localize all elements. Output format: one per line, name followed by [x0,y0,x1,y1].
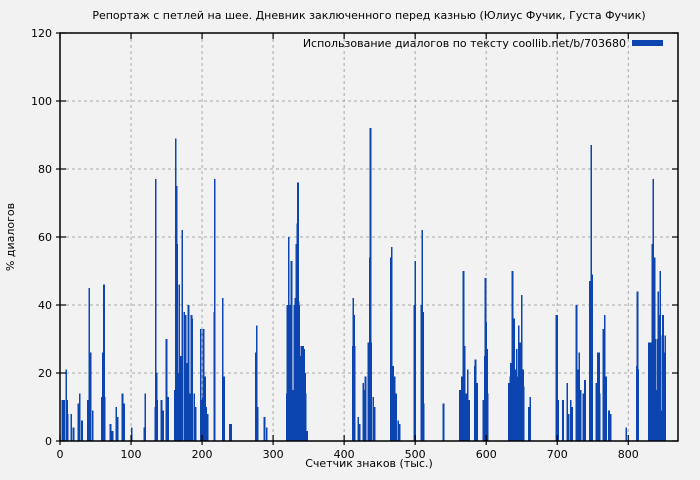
x-tick-label: 300 [263,448,284,461]
x-tick-label: 100 [121,448,142,461]
chart-title: Репортаж с петлей на шее. Дневник заключ… [92,9,645,22]
axis-ticks [56,32,678,445]
y-tick-label: 40 [38,299,52,312]
x-tick-label: 800 [618,448,639,461]
x-tick-label: 600 [476,448,497,461]
y-tick-label: 100 [31,95,52,108]
x-tick-label: 500 [405,448,426,461]
legend-swatch [632,40,663,46]
axis-tick-labels: 0 100 200 300 400 500 600 700 800 0 20 40 60 80 100 120 [31,27,639,461]
x-tick-label: 0 [57,448,64,461]
y-axis-label: % диалогов [4,203,17,271]
x-tick-label: 700 [547,448,568,461]
y-tick-label: 60 [38,231,52,244]
bars [61,128,667,441]
x-tick-label: 200 [192,448,213,461]
y-tick-label: 0 [45,435,52,448]
y-tick-label: 20 [38,367,52,380]
x-axis-label: Счетчик знаков (тыс.) [305,457,433,470]
y-tick-label: 80 [38,163,52,176]
x-tick-label: 400 [334,448,355,461]
legend-label: Использование диалогов по тексту coollib… [303,37,626,50]
y-tick-label: 120 [31,27,52,40]
